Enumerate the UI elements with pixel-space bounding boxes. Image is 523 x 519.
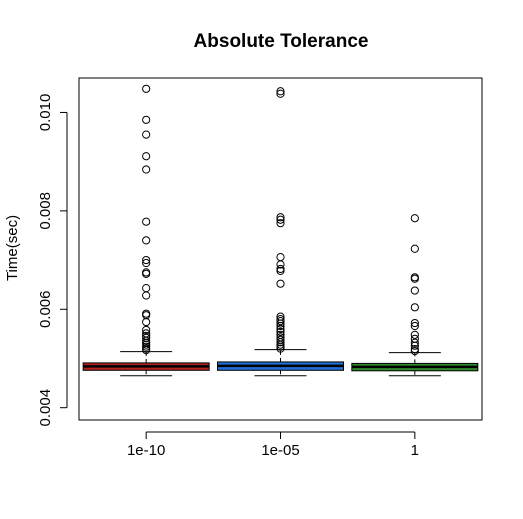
outlier-point	[276, 264, 285, 274]
y-axis: 0.004 0.006 0.008 0.010	[37, 94, 68, 427]
outlier-point	[142, 255, 151, 265]
outlier-point	[142, 325, 151, 335]
outlier-point	[410, 345, 419, 354]
outlier-point	[142, 130, 151, 139]
outlier-point	[410, 341, 419, 350]
y-tick-label: 0.008	[37, 192, 54, 230]
outlier-point	[276, 340, 285, 349]
box-1e-05	[217, 87, 344, 377]
plot-frame	[78, 77, 483, 421]
outlier-point	[276, 89, 285, 98]
outlier-point	[142, 236, 151, 245]
outlier-point	[142, 258, 151, 268]
y-tick-label: 0.006	[37, 291, 54, 329]
outlier-point	[142, 217, 151, 226]
chart-title: Absolute Tolerance	[194, 31, 369, 52]
y-tick-label: 0.010	[37, 94, 54, 132]
outlier-point	[276, 324, 285, 334]
outlier-point	[410, 321, 419, 331]
x-axis: 1e-10 1e-05 1	[127, 431, 419, 459]
outlier-point	[276, 338, 285, 347]
outlier-point	[142, 317, 151, 327]
boxes	[82, 84, 479, 377]
box-1e-10	[82, 84, 210, 377]
outlier-point	[142, 284, 151, 293]
outlier-point	[410, 244, 419, 253]
outlier-point	[410, 318, 419, 328]
outlier-point	[410, 303, 419, 312]
outlier-point	[142, 269, 151, 278]
box-1	[351, 214, 479, 377]
outlier-point	[410, 338, 419, 347]
outlier-point	[410, 214, 419, 223]
x-tick-label: 1e-05	[261, 442, 299, 459]
outlier-point	[410, 347, 419, 356]
outlier-point	[276, 219, 285, 228]
outlier-point	[142, 336, 151, 345]
outlier-point	[276, 319, 285, 328]
y-tick-label: 0.004	[37, 389, 54, 427]
outlier-point	[276, 260, 285, 269]
outlier-point	[142, 342, 151, 351]
outlier-point	[276, 266, 285, 275]
outlier-point	[276, 316, 285, 326]
outlier-point	[142, 152, 151, 161]
outlier-point	[276, 279, 285, 288]
outlier-point	[142, 115, 151, 124]
x-tick-label: 1e-10	[127, 442, 165, 459]
outlier-point	[410, 274, 419, 283]
outlier-point	[142, 340, 151, 349]
outlier-point	[276, 215, 285, 224]
outlier-point	[276, 342, 285, 351]
outlier-point	[410, 330, 419, 339]
outlier-point	[276, 213, 285, 222]
outlier-point	[142, 84, 151, 93]
outlier-point	[142, 346, 151, 355]
outlier-point	[142, 165, 151, 174]
y-axis-label: Time(sec)	[4, 215, 21, 281]
outlier-point	[410, 286, 419, 295]
outlier-point	[276, 327, 285, 337]
outlier-point	[276, 87, 285, 96]
x-tick-label: 1	[411, 442, 419, 459]
outlier-point	[142, 291, 151, 300]
outlier-point	[276, 321, 285, 331]
outlier-point	[276, 344, 285, 353]
outlier-point	[276, 253, 285, 262]
